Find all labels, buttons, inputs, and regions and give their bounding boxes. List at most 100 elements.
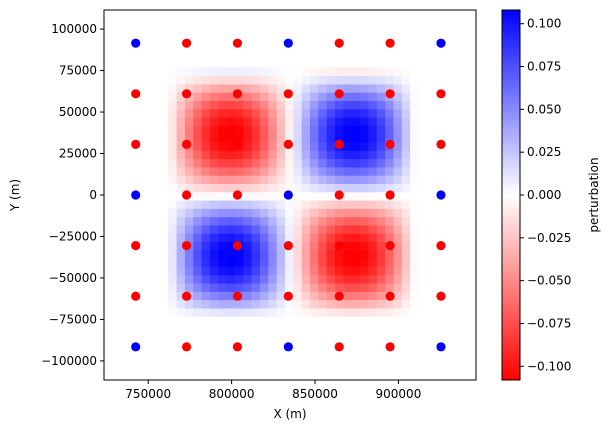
heatmap-cell [259,191,269,201]
heatmap-cell [176,67,186,77]
heatmap-cell [318,117,328,126]
heatmap-cell [368,175,378,184]
heatmap-cell [251,224,261,234]
heatmap-cell [376,108,386,118]
heatmap-cell [343,67,353,77]
heatmap-cell [193,216,203,226]
heatmap-cell [259,274,269,284]
heatmap-cell [335,100,344,110]
heatmap-cell [243,266,253,276]
heatmap-cell [268,67,278,77]
heatmap-cell [259,166,269,176]
heatmap-cell [385,224,395,234]
heatmap-cell [310,274,319,284]
heatmap-cell [310,282,319,292]
heatmap-cell [310,175,319,184]
heatmap-cell [193,133,203,143]
heatmap-cell [335,233,344,243]
red-point [385,190,395,200]
red-point [181,241,192,251]
heatmap-cell [335,183,344,193]
heatmap-cell [243,258,253,267]
heatmap-cell [285,224,294,234]
heatmap-cell [176,266,186,276]
heatmap-cell [293,216,303,226]
heatmap-cell [401,233,411,243]
heatmap-cell [268,224,278,234]
heatmap-cell [393,108,403,118]
heatmap-cell [410,249,420,259]
heatmap-cell [410,282,420,292]
heatmap-cell [243,307,253,317]
heatmap-cell [318,100,328,110]
heatmap-cell [310,299,319,309]
heatmap-cell [176,291,186,301]
heatmap-cell [401,108,411,118]
heatmap-cell [251,100,261,110]
heatmap-cell [368,191,378,201]
heatmap-cell [360,108,369,118]
heatmap-cell [293,75,303,85]
heatmap-cell [234,158,244,168]
heatmap-cell [268,125,278,135]
heatmap-cell [201,208,211,218]
heatmap-cell [301,108,311,118]
heatmap-cell [285,125,294,135]
heatmap-cell [226,266,236,276]
heatmap-cell [401,282,411,292]
heatmap-cell [259,183,269,193]
red-point [385,291,395,301]
heatmap-cell [168,266,178,276]
heatmap-cell [184,258,194,267]
heatmap-cell [401,100,411,110]
heatmap-cell [251,282,261,292]
heatmap-cell [184,175,194,184]
heatmap-cell [301,133,311,143]
heatmap-cell [234,117,244,126]
heatmap-cell [193,100,203,110]
heatmap-cell [410,75,420,85]
heatmap-cell [168,117,178,126]
heatmap-cell [201,282,211,292]
heatmap-cell [360,67,369,77]
heatmap-cell [360,141,369,151]
heatmap-cell [234,282,244,292]
heatmap-cell [385,100,395,110]
heatmap-cell [343,117,353,126]
heatmap-cell [318,133,328,143]
heatmap-cell [393,133,403,143]
heatmap-cell [209,108,219,118]
heatmap-cell [234,299,244,309]
heatmap-cell [293,199,303,209]
heatmap-cell [335,299,344,309]
heatmap-cell [401,199,411,209]
heatmap-cell [226,307,236,317]
heatmap-cell [401,92,411,102]
heatmap-cell [293,224,303,234]
heatmap-cell [268,75,278,85]
heatmap-cell [176,258,186,267]
heatmap-cell [343,191,353,201]
heatmap-cell [285,175,294,184]
heatmap-cell [293,249,303,259]
heatmap-cell [393,117,403,126]
heatmap-cell [301,291,311,301]
heatmap-cell [360,258,369,267]
heatmap-cell [176,299,186,309]
heatmap-cell [251,266,261,276]
heatmap-cell [393,216,403,226]
heatmap-cell [351,282,361,292]
heatmap-cell [276,282,286,292]
red-point [181,342,192,352]
heatmap-cell [393,241,403,251]
heatmap-cell [393,166,403,176]
heatmap-cell [376,191,386,201]
heatmap-cell [201,249,211,259]
heatmap-cell [401,150,411,160]
heatmap-cell [293,258,303,267]
heatmap-cell [209,75,219,85]
heatmap-cell [293,208,303,218]
heatmap-cell [385,67,395,77]
red-point [181,38,192,48]
heatmap-cell [343,175,353,184]
